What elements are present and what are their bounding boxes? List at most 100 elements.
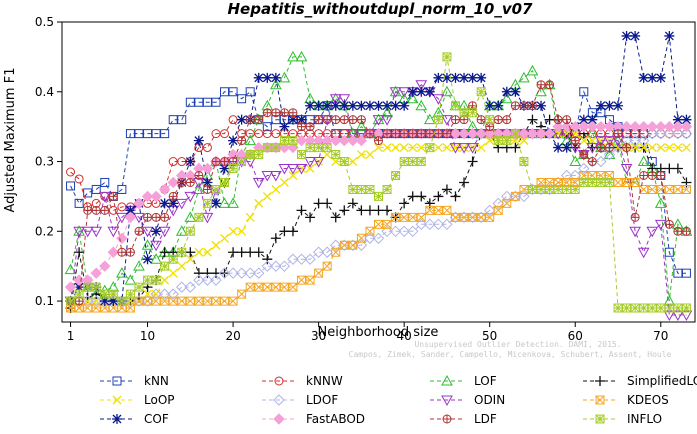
data-point — [476, 72, 487, 83]
data-point — [254, 115, 263, 124]
data-point — [562, 184, 572, 194]
data-point — [323, 115, 332, 124]
legend-item-fastabod: FastABOD — [262, 412, 365, 426]
data-point — [91, 282, 101, 292]
data-point — [142, 254, 153, 265]
data-point — [278, 260, 291, 272]
data-point — [639, 184, 649, 194]
data-point — [295, 134, 308, 147]
data-point — [656, 171, 665, 180]
data-point — [91, 184, 101, 194]
data-point — [185, 156, 196, 167]
data-point — [211, 97, 221, 107]
data-point — [83, 282, 93, 292]
data-point — [151, 296, 161, 306]
data-point — [314, 115, 323, 124]
y-axis-label: Adjusted Maximum F1 — [3, 68, 18, 213]
data-point — [382, 143, 392, 153]
legend-label: LOF — [474, 374, 497, 388]
data-point — [399, 212, 409, 222]
data-point — [571, 136, 580, 145]
data-point — [322, 143, 332, 153]
data-point — [124, 211, 137, 224]
data-point — [483, 204, 496, 217]
data-point — [246, 115, 255, 124]
y-tick-label: 0.1 — [35, 294, 54, 308]
data-point — [502, 115, 511, 124]
data-point — [74, 174, 84, 184]
data-point — [374, 136, 383, 145]
data-point — [450, 101, 460, 111]
data-point — [416, 129, 426, 139]
data-point — [528, 101, 537, 110]
data-point — [74, 303, 84, 313]
data-point — [451, 143, 460, 153]
data-point — [193, 183, 205, 194]
data-point — [476, 87, 486, 97]
data-point — [595, 155, 607, 168]
data-point — [466, 143, 479, 154]
data-point — [408, 129, 417, 138]
data-point — [655, 72, 666, 83]
data-point — [237, 136, 247, 146]
data-point — [399, 157, 409, 167]
data-point — [339, 100, 350, 111]
data-point — [664, 303, 674, 313]
data-point — [141, 295, 154, 307]
data-point — [545, 80, 554, 89]
data-point — [176, 281, 188, 293]
data-point — [631, 213, 640, 222]
data-point — [271, 184, 281, 194]
data-point — [339, 205, 350, 216]
data-point — [211, 296, 221, 306]
data-point — [151, 212, 161, 222]
data-point — [112, 395, 122, 405]
data-point — [681, 268, 691, 278]
data-point — [485, 136, 495, 146]
data-point — [365, 226, 375, 236]
data-point — [374, 136, 383, 146]
data-point — [416, 86, 427, 97]
data-point — [603, 120, 616, 133]
data-point — [74, 282, 85, 293]
data-point — [630, 212, 640, 222]
data-point — [492, 197, 504, 210]
data-point — [604, 177, 614, 187]
data-point — [596, 143, 605, 152]
data-point — [603, 148, 616, 161]
data-point — [91, 303, 101, 313]
data-point — [270, 260, 282, 272]
data-point — [177, 247, 187, 257]
data-point — [124, 295, 137, 307]
data-point — [680, 127, 693, 140]
series-line — [70, 84, 687, 316]
data-point — [263, 108, 272, 117]
data-point — [407, 191, 418, 202]
data-point — [202, 184, 212, 194]
data-point — [442, 205, 452, 215]
data-point — [629, 120, 641, 133]
legend-item-ldf: LDF — [430, 412, 497, 426]
legend-item-lof: LOF — [430, 374, 497, 388]
data-point — [331, 247, 341, 257]
data-point — [639, 303, 649, 313]
data-point — [279, 136, 289, 146]
data-point — [562, 129, 572, 139]
data-point — [160, 275, 170, 285]
series-loop — [66, 129, 691, 313]
data-point — [177, 178, 186, 187]
data-point — [186, 178, 195, 187]
x-tick-label: 60 — [568, 329, 583, 343]
data-point — [194, 171, 203, 180]
data-point — [560, 169, 573, 182]
data-point — [681, 184, 691, 194]
data-point — [98, 191, 111, 203]
data-point — [467, 156, 478, 167]
data-point — [143, 296, 153, 306]
data-point — [373, 205, 384, 216]
data-point — [408, 212, 418, 222]
data-point — [143, 275, 153, 285]
data-point — [365, 150, 375, 160]
data-point — [519, 101, 529, 111]
data-point — [680, 120, 693, 133]
